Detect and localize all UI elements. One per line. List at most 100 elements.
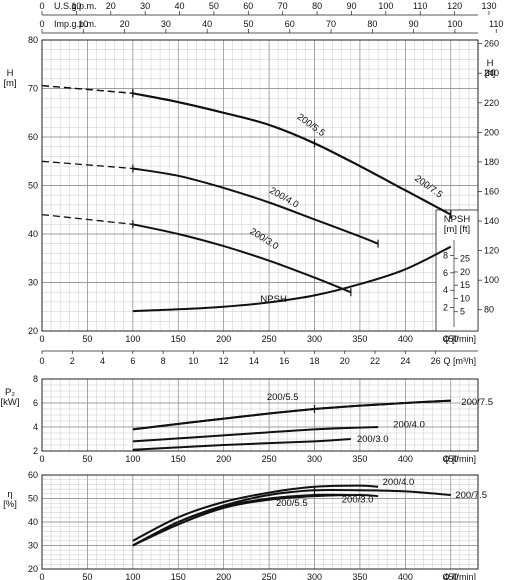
npsh-ft-tick-label: 20 bbox=[460, 267, 470, 277]
y-tick-label: 20 bbox=[28, 326, 38, 336]
x-tick-label: 350 bbox=[352, 572, 367, 580]
ft-tick-label: 120 bbox=[484, 246, 499, 256]
us-gpm-tick-label: 110 bbox=[413, 1, 427, 11]
y-tick-label: 8 bbox=[33, 374, 38, 384]
y-tick-label: 30 bbox=[28, 278, 38, 288]
panel-0 bbox=[41, 39, 479, 332]
y-axis-label: [m] bbox=[3, 78, 16, 89]
us-gpm-tick-label: 130 bbox=[481, 1, 496, 11]
eff-label-200-7.5: 200/7.5 bbox=[455, 490, 487, 501]
imp-gpm-tick-label: 20 bbox=[120, 19, 130, 29]
x-tick-label: 150 bbox=[171, 454, 186, 464]
eff-label-200-5.5: 200/5.5 bbox=[276, 498, 308, 509]
x-tick-label: 0 bbox=[39, 454, 44, 464]
us-gpm-tick-label: 80 bbox=[312, 1, 322, 11]
x-tick-label: 100 bbox=[125, 572, 140, 580]
us-gpm-tick-label: 0 bbox=[39, 1, 44, 11]
head-curve-200-5.5 bbox=[132, 92, 452, 216]
x-tick-label: 50 bbox=[82, 454, 92, 464]
y-axis-label: η bbox=[7, 489, 12, 500]
power-label-200-3.0: 200/3.0 bbox=[357, 434, 389, 445]
x-tick-label: 200 bbox=[216, 572, 231, 580]
plot-frame bbox=[41, 378, 479, 452]
imp-gpm-tick-label: 70 bbox=[326, 19, 336, 29]
plot-frame bbox=[41, 474, 479, 570]
x-tick-label: 300 bbox=[307, 454, 322, 464]
power-label-200-7.5: 200/7.5 bbox=[461, 397, 493, 408]
m3h-tick-label: 18 bbox=[309, 356, 319, 366]
power-label-200-5.5: 200/5.5 bbox=[267, 392, 299, 403]
imp-gpm-tick-label: 0 bbox=[39, 19, 44, 29]
power-curve-200-3.0 bbox=[132, 438, 351, 451]
x-tick-label: 50 bbox=[82, 334, 92, 344]
npsh-ft-tick-label: 15 bbox=[460, 280, 470, 290]
y-tick-label: 40 bbox=[28, 229, 38, 239]
ft-tick-label: 140 bbox=[484, 216, 499, 226]
x-tick-label: 250 bbox=[262, 454, 277, 464]
us-gpm-tick-label: 40 bbox=[175, 1, 185, 11]
us-gpm-tick-label: 10 bbox=[71, 1, 81, 11]
y-axis-label: P₂ bbox=[5, 387, 15, 398]
x-tick-label: 250 bbox=[262, 334, 277, 344]
eff-curve-200-4.0 bbox=[132, 484, 379, 542]
ft-axis-label: H bbox=[487, 58, 494, 69]
npsh-m-tick-label: 4 bbox=[443, 285, 448, 295]
power-label-200-4.0: 200/4.0 bbox=[393, 420, 425, 431]
y-tick-label: 60 bbox=[28, 470, 38, 480]
npsh-curve bbox=[132, 245, 452, 313]
x-tick-label: 400 bbox=[398, 454, 413, 464]
npsh-ft-tick-label: 25 bbox=[460, 254, 470, 264]
x-tick-label: 400 bbox=[398, 334, 413, 344]
y-tick-label: 60 bbox=[28, 132, 38, 142]
m3h-tick-label: 22 bbox=[370, 356, 380, 366]
m3h-tick-label: 8 bbox=[161, 356, 166, 366]
imp-gpm-tick-label: 60 bbox=[285, 19, 295, 29]
x-tick-label: 50 bbox=[82, 572, 92, 580]
m3h-tick-label: 26 bbox=[431, 356, 441, 366]
head-curve-dashed-200-3.0 bbox=[41, 213, 133, 225]
head-curve-dashed-200-4.0 bbox=[41, 160, 133, 170]
panel-2 bbox=[41, 474, 479, 570]
npsh-m-tick-label: 6 bbox=[443, 268, 448, 278]
eff-curve-200-3.0 bbox=[132, 493, 351, 547]
imp-gpm-axis-label: Imp.g.p.m. bbox=[54, 19, 97, 29]
imp-gpm-tick-label: 80 bbox=[367, 19, 377, 29]
power-curve-200-4.0 bbox=[132, 426, 379, 443]
x-tick-label: 450 bbox=[443, 454, 458, 464]
curve-label-NPSH: NPSH bbox=[260, 294, 287, 305]
x-tick-label: 300 bbox=[307, 334, 322, 344]
imp-gpm-tick-label: 110 bbox=[489, 19, 503, 29]
m3h-tick-label: 2 bbox=[70, 356, 75, 366]
imp-gpm-tick-label: 100 bbox=[447, 19, 462, 29]
y-axis-label: H bbox=[7, 68, 14, 79]
us-gpm-axis-label: U.S.g.p.m. bbox=[54, 1, 97, 11]
m3h-tick-label: 16 bbox=[279, 356, 289, 366]
y-tick-label: 2 bbox=[33, 446, 38, 456]
panel-1 bbox=[41, 378, 479, 452]
x-tick-label: 200 bbox=[216, 334, 231, 344]
y-tick-label: 30 bbox=[28, 541, 38, 551]
m3h-tick-label: 10 bbox=[188, 356, 198, 366]
us-gpm-tick-label: 30 bbox=[140, 1, 150, 11]
head-curve-200-3.0 bbox=[132, 223, 352, 294]
y-tick-label: 40 bbox=[28, 517, 38, 527]
ft-tick-label: 240 bbox=[484, 68, 499, 78]
x-tick-label: 450 bbox=[443, 334, 458, 344]
y-tick-label: 6 bbox=[33, 398, 38, 408]
y-tick-label: 20 bbox=[28, 564, 38, 574]
x-tick-label: 0 bbox=[39, 334, 44, 344]
ft-tick-label: 200 bbox=[484, 127, 499, 137]
npsh-ft-tick-label: 5 bbox=[460, 307, 465, 317]
m3h-tick-label: 4 bbox=[100, 356, 105, 366]
plot-frame bbox=[41, 39, 479, 332]
m3h-tick-label: 20 bbox=[340, 356, 350, 366]
x-tick-label: 200 bbox=[216, 454, 231, 464]
x-axis-label: Q [l/min] bbox=[442, 572, 476, 580]
head-curve-200-4.0 bbox=[132, 167, 379, 245]
imp-gpm-tick-label: 90 bbox=[409, 19, 419, 29]
ft-tick-label: 160 bbox=[484, 186, 499, 196]
us-gpm-tick-label: 60 bbox=[243, 1, 253, 11]
y-tick-label: 80 bbox=[28, 35, 38, 45]
y-tick-label: 50 bbox=[28, 494, 38, 504]
